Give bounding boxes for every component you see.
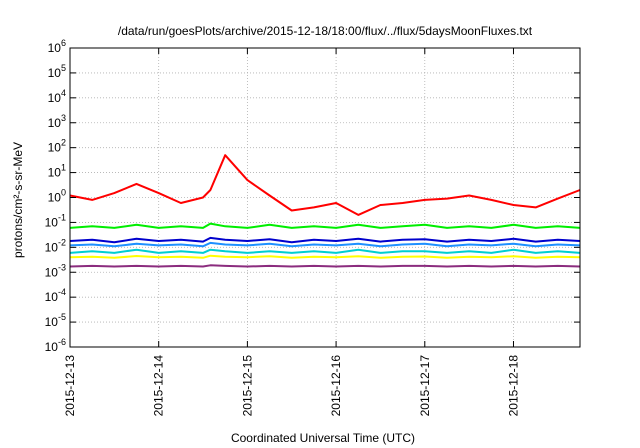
y-tick-label: 10-6	[45, 337, 66, 354]
y-axis-label: protons/cm²-s-sr-MeV	[11, 142, 25, 258]
y-tick-label: 105	[48, 63, 66, 80]
x-tick-label: 2015-12-13	[63, 355, 77, 417]
series-line-3	[69, 236, 581, 244]
x-axis: 2015-12-13 2015-12-14 2015-12-15 2015-12-16…	[63, 48, 520, 416]
y-tick-label: 106	[48, 38, 66, 55]
x-tick-label: 2015-12-14	[152, 355, 166, 417]
x-axis-label: Coordinated Universal Time (UTC)	[231, 431, 415, 445]
series-line-4	[69, 241, 581, 248]
x-tick-label: 2015-12-18	[506, 355, 520, 417]
y-tick-label: 10-2	[45, 237, 66, 254]
grid-lines	[70, 48, 580, 347]
x-tick-label: 2015-12-15	[240, 355, 254, 417]
x-tick-label: 2015-12-17	[418, 355, 432, 417]
series-line-1	[69, 154, 581, 216]
y-tick-label: 10-3	[45, 262, 66, 279]
series-line-6	[69, 254, 581, 259]
y-tick-label: 101	[48, 163, 66, 180]
y-tick-label: 10-4	[45, 287, 66, 304]
y-tick-label: 102	[48, 138, 66, 155]
x-tick-label: 2015-12-16	[329, 355, 343, 417]
chart-title: /data/run/goesPlots/archive/2015-12-18/1…	[118, 24, 533, 38]
series-line-5	[69, 248, 581, 254]
series-line-7	[69, 264, 581, 268]
y-tick-label: 103	[48, 113, 66, 130]
y-axis: 10-6 10-5 10-4 10-3 10-2 10-1 100 101 102 103 104 1…	[45, 38, 580, 354]
y-tick-label: 100	[48, 188, 66, 205]
y-tick-label: 10-5	[45, 312, 66, 329]
y-tick-label: 10-1	[45, 212, 66, 229]
data-series	[69, 154, 581, 268]
series-line-2	[69, 222, 581, 229]
y-tick-label: 104	[48, 88, 66, 105]
